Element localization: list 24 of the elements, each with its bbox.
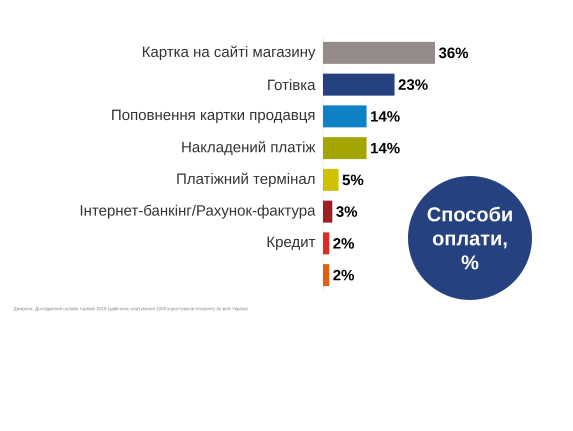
bar bbox=[323, 200, 332, 223]
data-label: 5% bbox=[342, 174, 364, 186]
data-label: 36% bbox=[438, 48, 468, 58]
bar bbox=[323, 232, 330, 254]
bar bbox=[323, 137, 367, 160]
data-label: 23% bbox=[398, 79, 428, 90]
bar bbox=[323, 264, 330, 286]
bar bbox=[323, 74, 395, 96]
y-tick-label: Платіжний термінал bbox=[177, 172, 314, 187]
data-label: 3% bbox=[336, 206, 358, 217]
y-tick-label: Кредит bbox=[268, 236, 316, 250]
bar bbox=[323, 42, 435, 64]
y-tick-label: Поповнення картки продавця bbox=[112, 110, 314, 124]
y-tick-label: Інтернет-банкінг/Рахунок-фактура bbox=[80, 204, 316, 219]
text: Способи оплати, % bbox=[428, 206, 512, 270]
data-label: 2% bbox=[333, 270, 354, 280]
y-tick-label: Накладений платіж bbox=[182, 141, 316, 156]
y-tick-label: Картка на сайті магазину bbox=[142, 46, 316, 60]
data-label: 14% bbox=[371, 142, 400, 154]
data-label: 2% bbox=[333, 238, 354, 249]
y-tick-label: Готівка bbox=[268, 79, 316, 90]
bar bbox=[323, 168, 339, 191]
data-label: 14% bbox=[371, 111, 400, 122]
bar bbox=[323, 105, 367, 128]
